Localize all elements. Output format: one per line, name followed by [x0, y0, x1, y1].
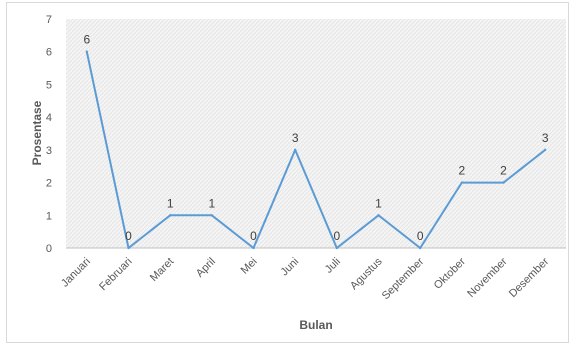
y-tick-label: 3: [46, 145, 52, 157]
y-tick-label: 4: [46, 112, 52, 124]
x-axis-ticks: Januari Februari Maret April Mei Juni Juli Agus…: [59, 255, 552, 302]
data-labels: 6 0 1 1 0 3 0 1 0 2 2 3: [83, 33, 548, 243]
x-tick-label: Agustus: [348, 255, 385, 292]
data-point: [460, 181, 464, 184]
data-label: 3: [292, 131, 299, 145]
y-axis-ticks: 0 1 2 3 4 5 6 7: [46, 14, 52, 255]
data-label: 0: [125, 229, 132, 243]
data-label: 2: [458, 164, 465, 178]
y-tick-label: 6: [46, 47, 52, 59]
data-label: 2: [500, 164, 507, 178]
y-axis-title: Prosentase: [30, 100, 44, 165]
x-axis-title: Bulan: [299, 318, 332, 332]
series-line: [85, 51, 546, 249]
series-group: [85, 50, 547, 250]
x-tick-label: September: [380, 255, 427, 302]
data-point: [377, 214, 380, 217]
data-point: [335, 246, 339, 250]
x-tick-label: Juli: [323, 256, 343, 276]
data-point: [210, 214, 214, 217]
data-point: [85, 50, 89, 53]
data-point: [127, 246, 130, 250]
plot-area: [66, 19, 566, 248]
data-label: 0: [417, 229, 424, 243]
data-point: [418, 246, 422, 250]
x-tick-label: April: [194, 256, 218, 280]
data-point: [168, 214, 172, 217]
x-tick-label: Desember: [507, 255, 552, 300]
x-tick-label: November: [465, 255, 510, 300]
y-tick-label: 0: [46, 243, 52, 255]
x-tick-label: Oktober: [432, 255, 468, 291]
data-label: 0: [250, 229, 257, 243]
x-tick-label: Maret: [148, 256, 176, 284]
data-point: [543, 148, 547, 152]
data-point: [502, 181, 505, 184]
x-tick-label: Februari: [97, 256, 134, 293]
x-tick-label: Januari: [59, 256, 93, 290]
data-label: 6: [83, 33, 90, 47]
x-tick-label: Juni: [279, 256, 302, 279]
data-point: [293, 148, 297, 152]
data-label: 0: [333, 229, 340, 243]
data-label: 1: [167, 196, 174, 210]
y-tick-label: 2: [46, 178, 52, 190]
y-tick-label: 7: [46, 14, 52, 26]
data-label: 1: [208, 196, 215, 210]
data-label: 1: [375, 196, 382, 210]
x-tick-label: Mei: [239, 256, 260, 277]
data-point: [252, 246, 255, 250]
y-tick-label: 5: [46, 79, 52, 91]
y-tick-label: 1: [46, 210, 52, 222]
data-label: 3: [542, 131, 549, 145]
